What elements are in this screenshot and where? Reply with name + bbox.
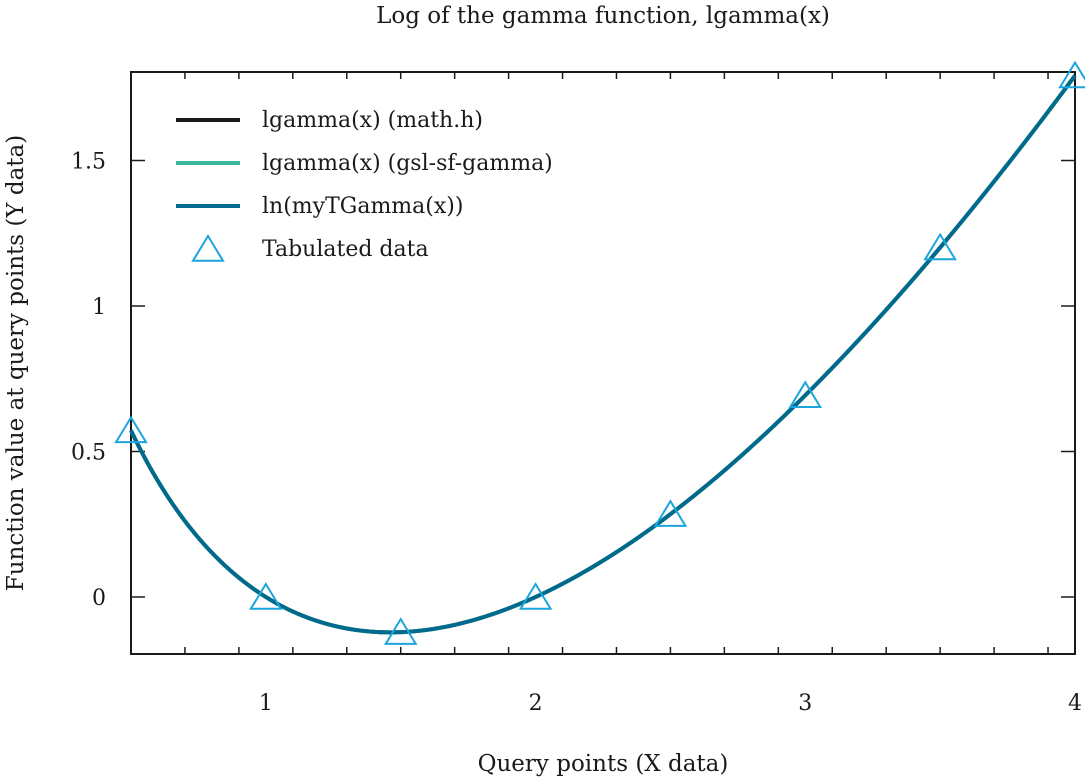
data-marker-triangle (653, 499, 688, 527)
x-tick-label: 1 (259, 691, 273, 716)
series-layer (129, 74, 1077, 635)
x-axis-label: Query points (X data) (478, 751, 729, 777)
y-tick-labels: 0 0.5 1 1.5 (71, 150, 106, 612)
chart-title: Log of the gamma function, lgamma(x) (376, 3, 830, 29)
y-tick-label: 1 (92, 295, 106, 320)
x-tick-labels: 1 2 3 4 (259, 691, 1082, 716)
data-marker-triangle (788, 380, 823, 409)
x-tick-label: 2 (529, 691, 543, 716)
y-tick-label: 0.5 (71, 441, 106, 466)
legend-entry-label: lgamma(x) (gsl-sf-gamma) (262, 151, 553, 176)
data-marker-triangle (1058, 60, 1085, 89)
data-marker-triangle (518, 582, 553, 610)
legend-entry-label: lgamma(x) (math.h) (262, 108, 483, 133)
y-tick-label: 0 (92, 586, 106, 611)
series-line (129, 74, 1077, 635)
y-tick-label: 1.5 (71, 150, 106, 175)
legend-entry-label: ln(myTGamma(x)) (262, 194, 463, 219)
y-axis-label: Function value at query points (Y data) (3, 135, 29, 591)
axis-ticks (130, 72, 1075, 654)
data-marker-triangle (114, 415, 148, 444)
data-marker-triangle (383, 617, 418, 645)
x-tick-label: 4 (1068, 691, 1082, 716)
legend-entry-label: Tabulated data (262, 237, 429, 262)
x-tick-label: 3 (798, 691, 812, 716)
legend: lgamma(x) (math.h) lgamma(x) (gsl-sf-gamm… (176, 108, 553, 262)
legend-marker-sample (191, 234, 225, 262)
data-marker-triangle (923, 232, 957, 261)
marker-layer (114, 60, 1085, 645)
plot-frame (130, 71, 1076, 655)
data-marker-triangle (249, 582, 283, 610)
